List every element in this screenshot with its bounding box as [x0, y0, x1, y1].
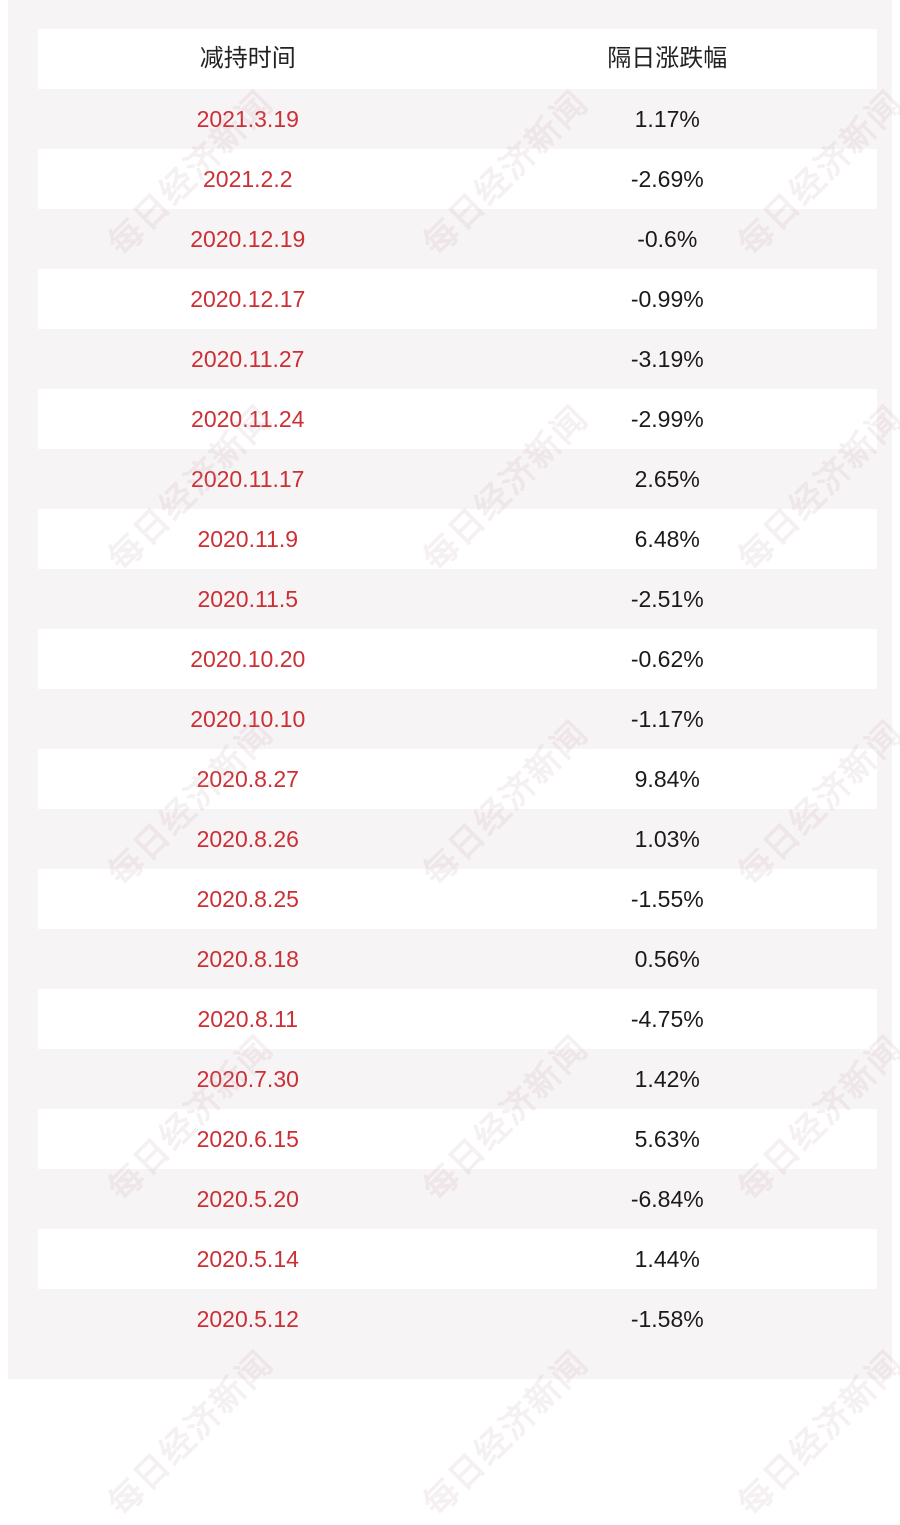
- table-header-row: 减持时间 隔日涨跌幅: [38, 29, 877, 89]
- row-change: -0.99%: [630, 286, 704, 312]
- row-date: 2020.8.11: [197, 1006, 299, 1032]
- table-row: 2020.11.17 2.65%: [38, 449, 877, 509]
- row-date: 2020.11.9: [197, 526, 299, 552]
- row-date: 2021.2.2: [202, 166, 293, 192]
- row-change: 1.17%: [634, 106, 700, 132]
- row-change: -1.58%: [630, 1306, 704, 1332]
- row-change: -0.62%: [630, 646, 704, 672]
- row-change: 2.65%: [634, 466, 700, 492]
- table-row: 2021.2.2 -2.69%: [38, 149, 877, 209]
- header-change: 隔日涨跌幅: [607, 45, 728, 72]
- row-date: 2020.12.19: [190, 226, 306, 252]
- data-table: 减持时间 隔日涨跌幅 2021.3.19 1.17% 2021.2.2 -2.69% 2…: [38, 29, 877, 1349]
- row-date: 2020.5.20: [196, 1186, 299, 1212]
- row-change: -4.75%: [630, 1006, 704, 1032]
- row-date: 2020.12.17: [190, 286, 306, 312]
- table-row: 2020.11.9 6.48%: [38, 509, 877, 569]
- row-change: 1.42%: [634, 1066, 700, 1092]
- row-date: 2020.11.27: [191, 346, 305, 372]
- row-change: -3.19%: [630, 346, 704, 372]
- table-row: 2020.8.18 0.56%: [38, 929, 877, 989]
- table-row: 2020.8.25 -1.55%: [38, 869, 877, 929]
- table-row: 2020.5.14 1.44%: [38, 1229, 877, 1289]
- table-row: 2020.11.24 -2.99%: [38, 389, 877, 449]
- table-row: 2020.5.20 -6.84%: [38, 1169, 877, 1229]
- row-date: 2020.10.20: [190, 646, 306, 672]
- row-change: -1.55%: [630, 886, 704, 912]
- table-row: 2020.12.19 -0.6%: [38, 209, 877, 269]
- table-row: 2021.3.19 1.17%: [38, 89, 877, 149]
- row-change: 0.56%: [634, 946, 700, 972]
- table-body: 2021.3.19 1.17% 2021.2.2 -2.69% 2020.12.19 -0…: [38, 89, 877, 1349]
- table-row: 2020.11.5 -2.51%: [38, 569, 877, 629]
- row-date: 2020.7.30: [196, 1066, 299, 1092]
- table-row: 2020.5.12 -1.58%: [38, 1289, 877, 1349]
- table-row: 2020.6.15 5.63%: [38, 1109, 877, 1169]
- table-row: 2020.7.30 1.42%: [38, 1049, 877, 1109]
- row-date: 2020.11.24: [191, 406, 305, 432]
- row-date: 2020.5.14: [196, 1246, 299, 1272]
- row-date: 2020.11.5: [197, 586, 299, 612]
- table-row: 2020.11.27 -3.19%: [38, 329, 877, 389]
- row-date: 2020.10.10: [190, 706, 306, 732]
- header-date: 减持时间: [199, 45, 296, 72]
- row-change: 1.03%: [634, 826, 700, 852]
- row-change: -1.17%: [630, 706, 704, 732]
- row-change: -6.84%: [630, 1186, 704, 1212]
- table-row: 2020.10.10 -1.17%: [38, 689, 877, 749]
- row-date: 2020.6.15: [196, 1126, 299, 1152]
- row-change: -2.99%: [630, 406, 704, 432]
- table-row: 2020.10.20 -0.62%: [38, 629, 877, 689]
- row-date: 2021.3.19: [196, 106, 299, 132]
- table-row: 2020.12.17 -0.99%: [38, 269, 877, 329]
- row-date: 2020.8.18: [196, 946, 299, 972]
- row-change: 9.84%: [634, 766, 700, 792]
- row-date: 2020.11.17: [191, 466, 305, 492]
- table-row: 2020.8.27 9.84%: [38, 749, 877, 809]
- row-date: 2020.5.12: [196, 1306, 299, 1332]
- row-date: 2020.8.25: [196, 886, 299, 912]
- row-date: 2020.8.26: [196, 826, 299, 852]
- row-date: 2020.8.27: [196, 766, 299, 792]
- row-change: -2.69%: [630, 166, 704, 192]
- row-change: 6.48%: [634, 526, 700, 552]
- table-row: 2020.8.11 -4.75%: [38, 989, 877, 1049]
- row-change: -0.6%: [637, 226, 698, 252]
- row-change: 5.63%: [634, 1126, 700, 1152]
- table-row: 2020.8.26 1.03%: [38, 809, 877, 869]
- row-change: 1.44%: [634, 1246, 700, 1272]
- row-change: -2.51%: [630, 586, 704, 612]
